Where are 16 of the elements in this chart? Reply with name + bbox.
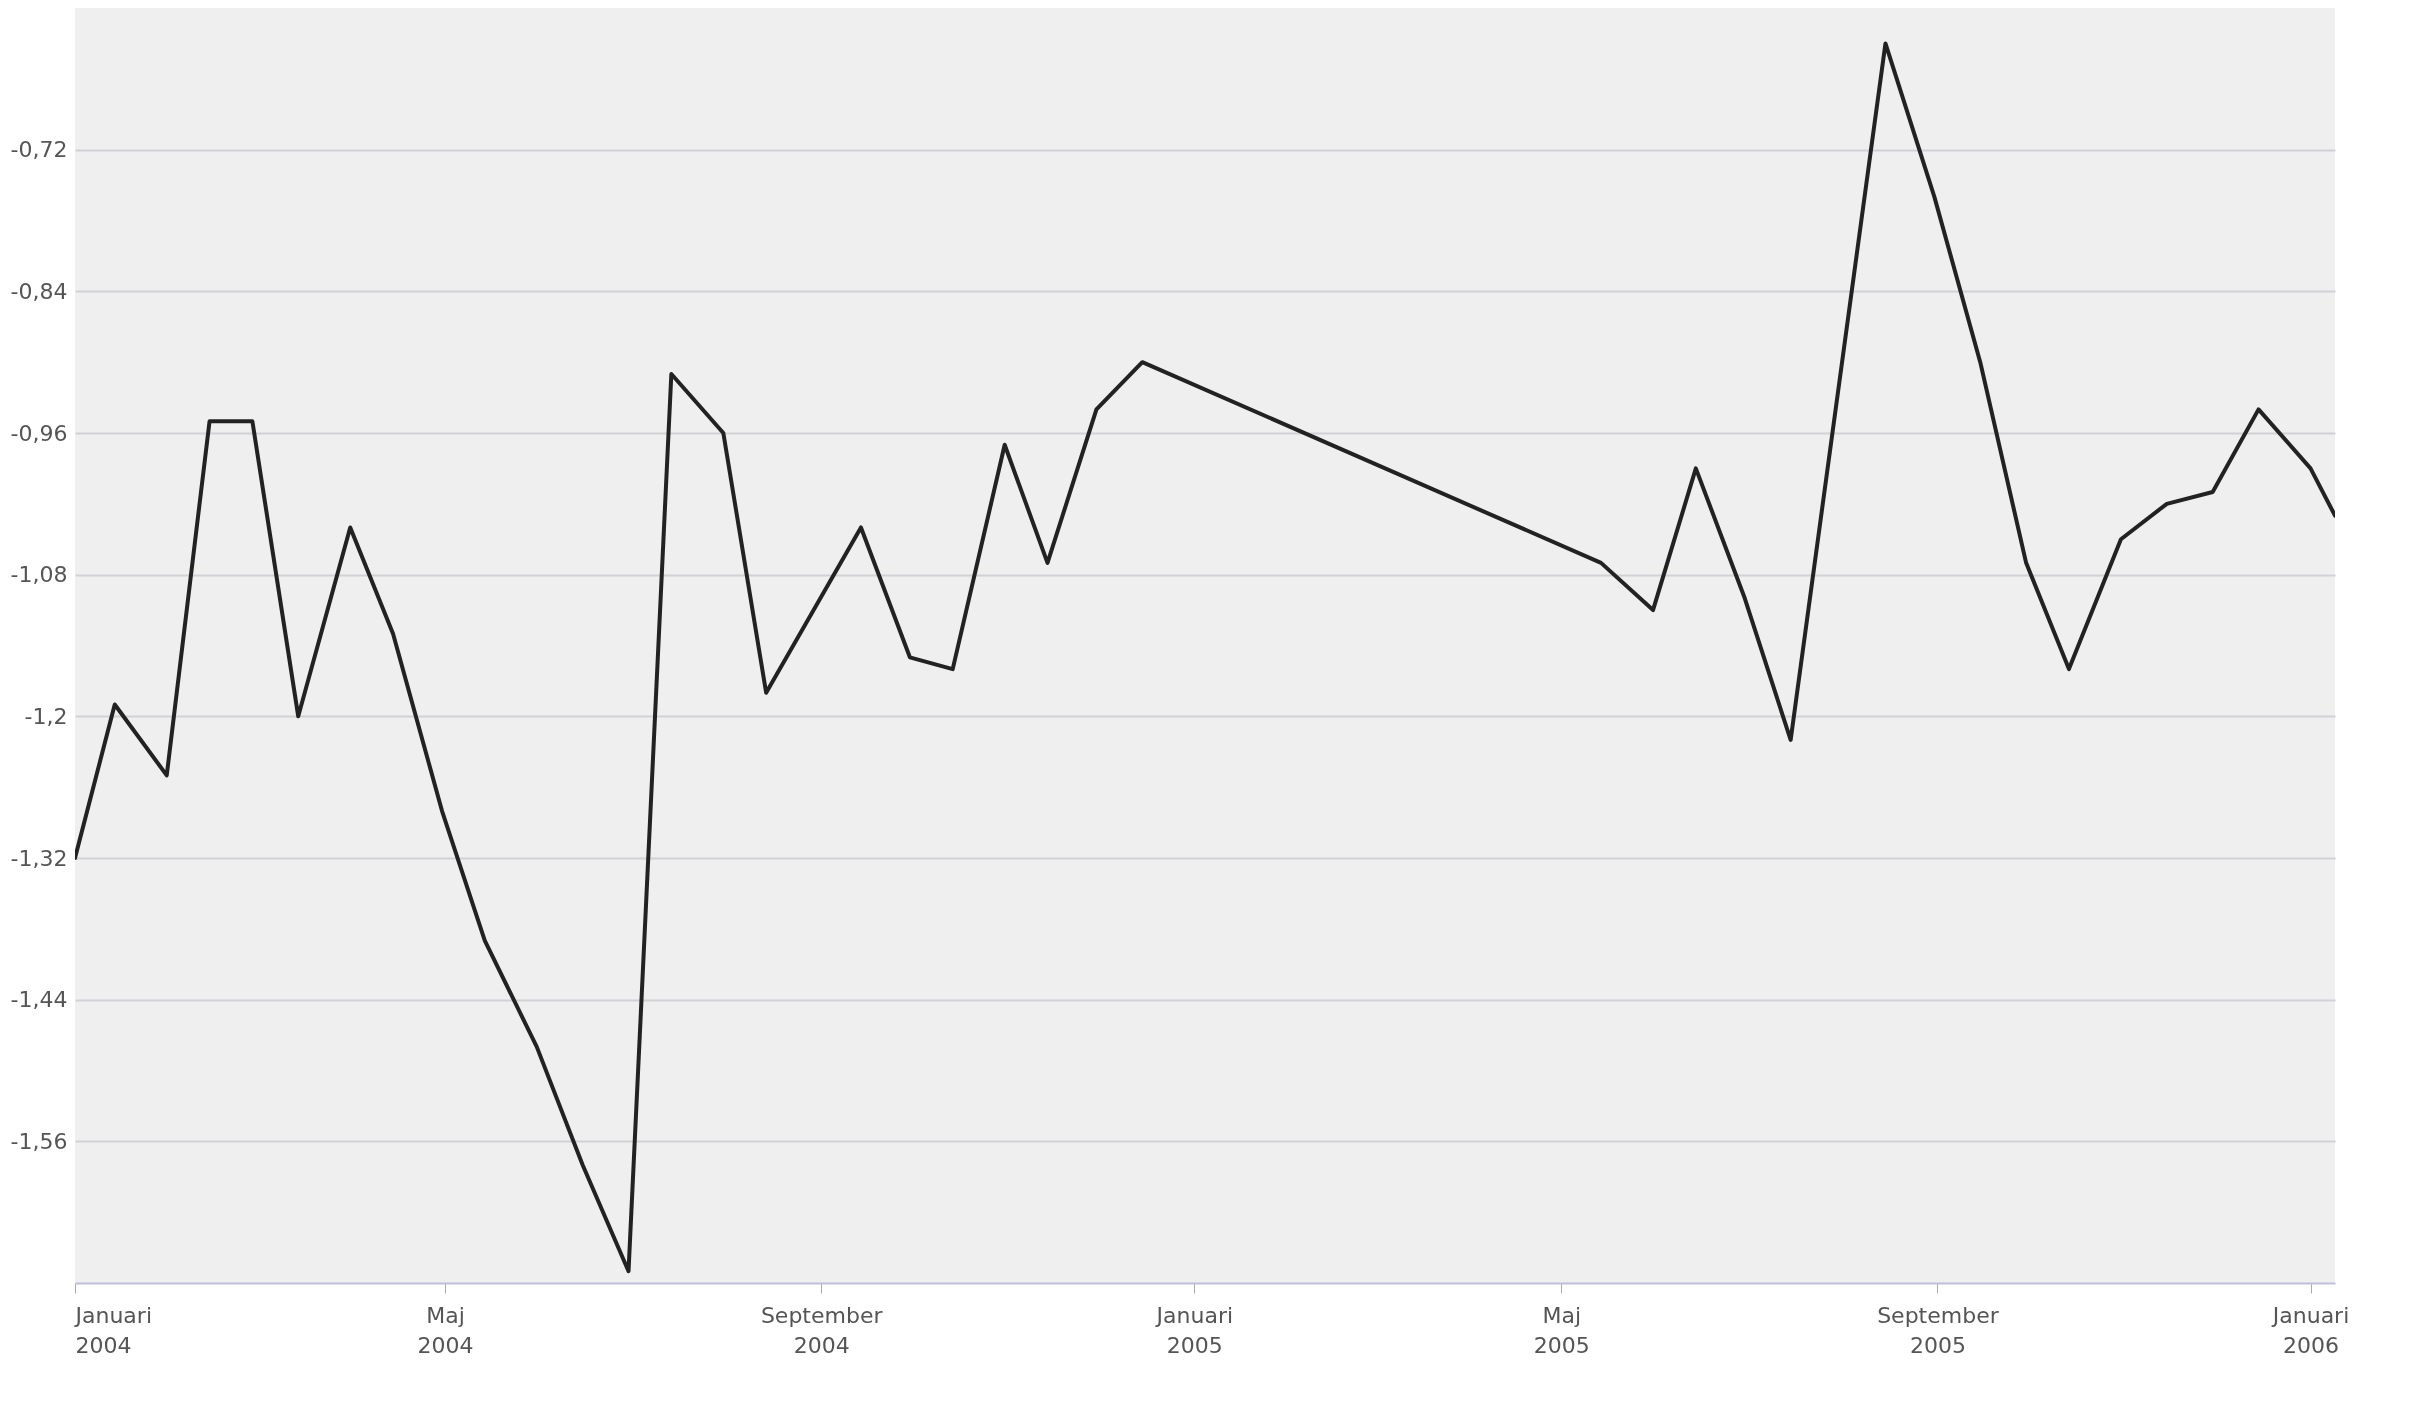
x-tick-label: September 2005 (1877, 1302, 2000, 1358)
line-series (75, 41, 2335, 1274)
x-tick-label: September 2004 (760, 1302, 884, 1358)
y-tick-label: -1,2 (24, 703, 68, 729)
x-tick-label: Januari 2006 (2270, 1302, 2350, 1358)
x-tick-label: Maj 2005 (1533, 1302, 1590, 1358)
x-tick-label: Maj 2004 (417, 1302, 474, 1358)
y-tick-label: -0,84 (10, 278, 68, 304)
y-tick-label: -1,32 (10, 845, 68, 871)
x-tick-label: Januari 2004 (73, 1302, 152, 1358)
y-tick-label: -0,72 (10, 137, 68, 163)
y-tick-label: -1,44 (10, 987, 68, 1013)
y-tick-label: -0,96 (10, 420, 68, 446)
y-tick-label: -1,56 (10, 1128, 68, 1154)
y-tick-label: -1,08 (10, 562, 68, 588)
x-tick-label: Januari 2005 (1154, 1302, 1234, 1358)
